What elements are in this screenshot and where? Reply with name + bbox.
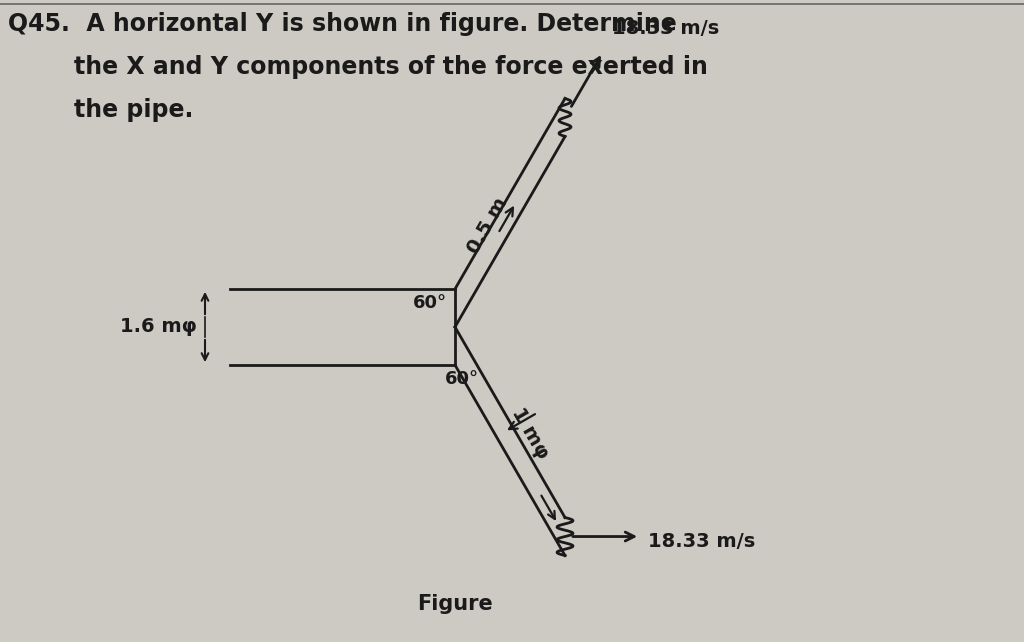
Text: the pipe.: the pipe. (8, 98, 194, 122)
Text: 18.33 m/s: 18.33 m/s (648, 532, 756, 551)
Text: 1.6 mφ: 1.6 mφ (120, 318, 197, 336)
Text: 60°: 60° (445, 370, 479, 388)
Text: 0.5 m: 0.5 m (465, 195, 512, 257)
Text: 60°: 60° (413, 294, 447, 312)
Text: the X and Y components of the force exerted in: the X and Y components of the force exer… (8, 55, 708, 79)
Text: 1 mφ: 1 mφ (508, 404, 552, 462)
Text: Q45.  A horizontal Y is shown in figure. Determine: Q45. A horizontal Y is shown in figure. … (8, 12, 677, 36)
Text: 18.33 m/s: 18.33 m/s (612, 19, 720, 37)
Text: Figure: Figure (417, 594, 493, 614)
